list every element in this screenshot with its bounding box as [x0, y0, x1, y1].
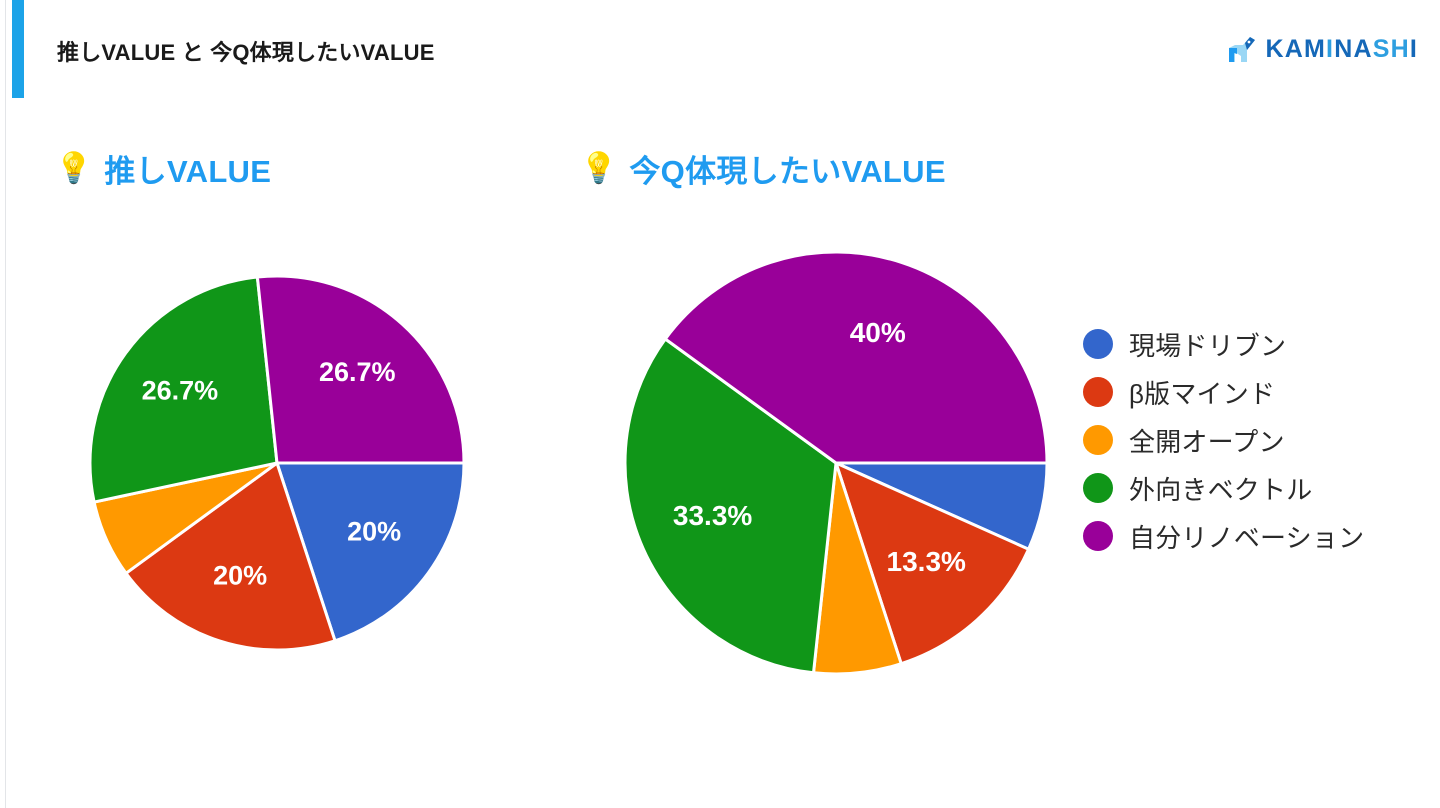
chart-legend: 現場ドリブン β版マインド 全開オープン 外向きベクトル 自分リノベーション: [1083, 327, 1364, 553]
section-heading-right: 💡 今Q体現したいVALUE: [580, 146, 946, 191]
pie-slice-label: 26.7%: [319, 357, 396, 387]
legend-item-label: 自分リノベーション: [1129, 522, 1365, 553]
pie-slice-label: 13.3%: [887, 546, 966, 577]
pie-slice[interactable]: [123, 460, 337, 652]
lightbulb-icon: 💡: [55, 151, 93, 185]
legend-item-label: 全開オープン: [1129, 426, 1285, 457]
logo-wordmark: KAMINASHI: [1265, 34, 1418, 63]
pie-slice[interactable]: [274, 461, 466, 643]
pie-labels-left: 20% 20% 26.7% 26.7%: [142, 357, 402, 590]
legend-item[interactable]: β版マインド: [1083, 375, 1364, 409]
pie-slices-right: [623, 250, 1049, 676]
legend-swatch-icon: [1083, 329, 1113, 359]
pie-slice[interactable]: [255, 274, 466, 465]
pie-chart-oshi-value: 20% 20% 26.7% 26.7%: [88, 250, 510, 680]
lightbulb-icon: 💡: [580, 151, 618, 185]
legend-item-label: β版マインド: [1129, 378, 1276, 409]
pie-slice-label: 20%: [213, 560, 267, 590]
legend-item-label: 現場ドリブン: [1129, 330, 1287, 361]
pie-slice[interactable]: [663, 250, 1049, 465]
pie-slice-label: 26.7%: [142, 376, 219, 406]
logo-wordmark-part1: KAM: [1265, 34, 1327, 63]
logo-wordmark-part4: SH: [1372, 34, 1410, 63]
page-title: 推しVALUE と 今Q体現したいVALUE: [57, 40, 435, 65]
section-heading-left: 💡 推しVALUE: [55, 146, 271, 191]
goat-logo-icon: [1229, 37, 1256, 62]
legend-swatch-icon: [1083, 425, 1113, 455]
legend-swatch-icon: [1083, 521, 1113, 551]
pie-slice-label: 40%: [850, 317, 906, 348]
header-accent-bar: [12, 0, 24, 98]
pie-slice[interactable]: [88, 275, 279, 504]
legend-swatch-icon: [1083, 377, 1113, 407]
legend-item[interactable]: 現場ドリブン: [1083, 327, 1364, 361]
pie-slice-label: 20%: [347, 517, 401, 547]
pie-chart-konq-value: 13.3% 33.3% 40%: [623, 245, 1055, 685]
pie-chart-oshi-value-svg: 20% 20% 26.7% 26.7%: [88, 274, 466, 652]
slide-header: 推しVALUE と 今Q体現したいVALUE KAMINASHI: [6, 0, 1440, 98]
pie-chart-konq-value-svg: 13.3% 33.3% 40%: [623, 250, 1049, 676]
pie-slice-label: 33.3%: [673, 500, 752, 531]
pie-slice[interactable]: [623, 336, 838, 675]
legend-item[interactable]: 全開オープン: [1083, 423, 1364, 457]
legend-item-label: 外向きベクトル: [1129, 474, 1313, 505]
kaminashi-logo: KAMINASHI: [1223, 27, 1418, 71]
pie-labels-right: 13.3% 33.3% 40%: [673, 317, 966, 577]
legend-item[interactable]: 外向きベクトル: [1083, 471, 1364, 505]
legend-swatch-icon: [1083, 473, 1113, 503]
section-title-left: 推しVALUE: [104, 154, 272, 189]
section-title-right: 今Q体現したいVALUE: [629, 154, 946, 189]
pie-slice[interactable]: [833, 460, 1031, 666]
logo-wordmark-part5: I: [1409, 34, 1418, 63]
legend-item[interactable]: 自分リノベーション: [1083, 519, 1364, 553]
logo-wordmark-part3: NA: [1334, 34, 1373, 63]
pie-slices-left: [88, 274, 466, 652]
slide-left-rule: [5, 0, 6, 808]
logo-wordmark-part2: I: [1326, 34, 1335, 63]
